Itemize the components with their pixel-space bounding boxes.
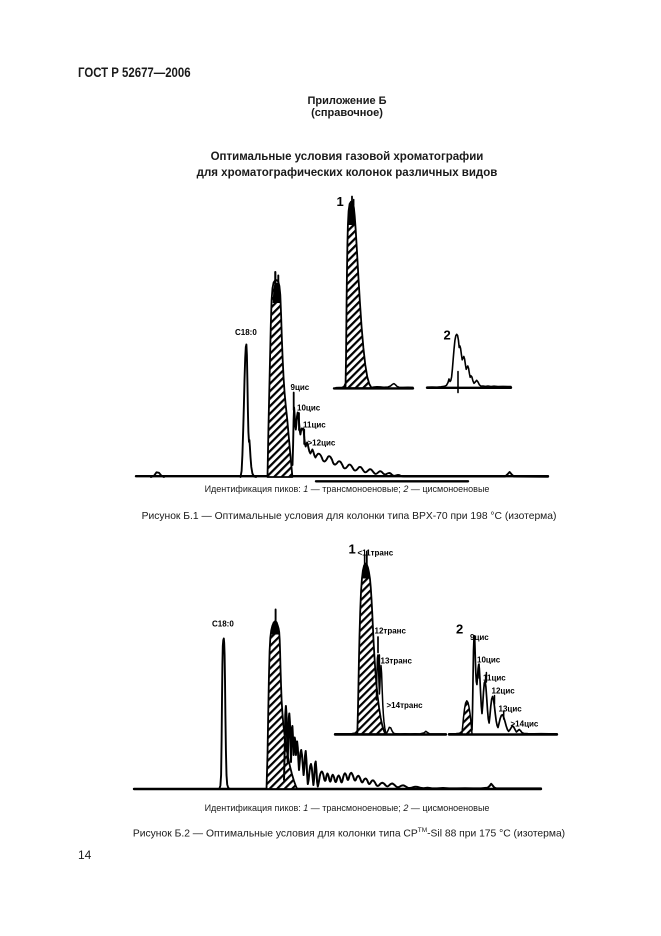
- svg-text:C18:0: C18:0: [235, 328, 257, 337]
- svg-text:13транс: 13транс: [381, 657, 413, 666]
- svg-text:1: 1: [349, 542, 356, 557]
- svg-text:12транс: 12транс: [375, 627, 407, 636]
- svg-text:9цис: 9цис: [291, 383, 310, 392]
- svg-text:<11транс: <11транс: [358, 549, 394, 558]
- svg-text:11цис: 11цис: [303, 421, 326, 430]
- svg-text:>14цис: >14цис: [511, 720, 539, 729]
- svg-text:9цис: 9цис: [470, 633, 489, 642]
- svg-text:>12цис: >12цис: [308, 439, 336, 448]
- svg-text:2: 2: [444, 328, 451, 343]
- svg-text:C18:0: C18:0: [212, 620, 234, 629]
- svg-text:10цис: 10цис: [297, 404, 321, 413]
- svg-text:1: 1: [337, 194, 344, 209]
- svg-text:2: 2: [456, 622, 463, 637]
- svg-text:13цис: 13цис: [499, 705, 523, 714]
- svg-text:11цис: 11цис: [483, 674, 506, 683]
- svg-text:10цис: 10цис: [477, 656, 501, 665]
- svg-text:12цис: 12цис: [492, 687, 516, 696]
- svg-text:>14транс: >14транс: [387, 701, 424, 710]
